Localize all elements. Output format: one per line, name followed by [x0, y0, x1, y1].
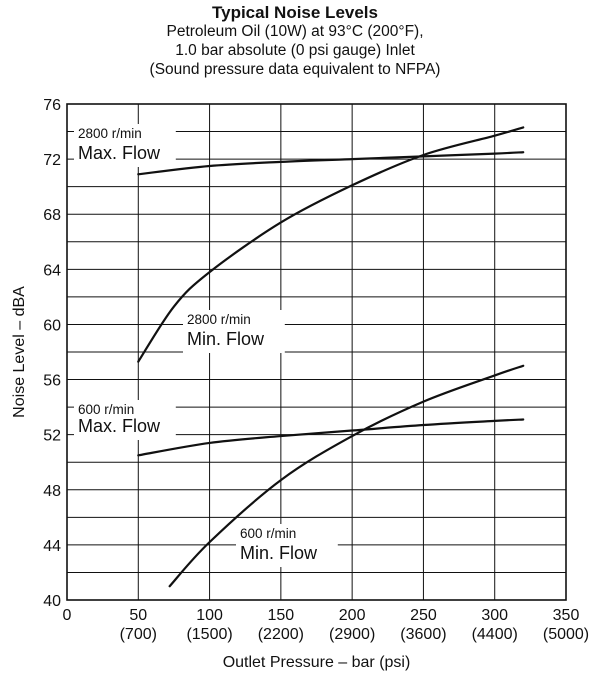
tick-label-layer: 40 44 48 52 56 60 64 68 72 76 0 50 (700) 100 (1500) 150…: [43, 97, 589, 643]
series-label-speed-600-max-flow: 600 r/min: [78, 402, 134, 417]
x-tick-sublabel: (700): [120, 626, 157, 643]
series-label-flow-600-min-flow: Min. Flow: [240, 543, 318, 563]
chart-title-block: Typical Noise Levels Petroleum Oil (10W)…: [0, 4, 590, 79]
x-tick-sublabel: (1500): [186, 626, 232, 643]
x-tick-label: 200: [339, 607, 366, 624]
series-label-bg: [74, 400, 176, 440]
x-tick-label: 100: [196, 607, 223, 624]
series-line-600-max-flow: [137, 418, 525, 457]
x-tick-sublabel: (5000): [543, 626, 589, 643]
y-axis-label: Noise Level – dBA: [11, 286, 28, 418]
chart-subtitle-line-1: Petroleum Oil (10W) at 93°C (200°F),: [166, 23, 424, 40]
x-tick-sublabel: (2900): [329, 626, 375, 643]
series-label-flow-2800-max-flow: Max. Flow: [78, 143, 161, 163]
y-tick-label: 52: [43, 428, 61, 445]
series-label-speed-600-min-flow: 600 r/min: [240, 526, 296, 541]
y-tick-label: 40: [43, 593, 61, 610]
series-label-bg: [74, 124, 176, 167]
x-tick-label: 350: [553, 607, 580, 624]
series-label-bg: [183, 310, 285, 353]
y-tick-label: 44: [43, 538, 61, 555]
y-tick-label: 76: [43, 97, 61, 114]
y-tick-label: 64: [43, 262, 61, 279]
chart-subtitle-line-2: 1.0 bar absolute (0 psi gauge) Inlet: [175, 42, 415, 59]
x-tick-label: 0: [63, 607, 72, 624]
series-label-flow-600-max-flow: Max. Flow: [78, 416, 161, 436]
x-tick-sublabel: (4400): [472, 626, 518, 643]
x-tick-sublabel: (3600): [400, 626, 446, 643]
series-line-600-min-flow: [168, 364, 525, 588]
x-axis-label: Outlet Pressure – bar (psi): [223, 654, 411, 671]
series-line-2800-max-flow: [137, 151, 525, 176]
y-tick-label: 48: [43, 483, 61, 500]
y-tick-label: 60: [43, 317, 61, 334]
chart-subtitle-line-3: (Sound pressure data equivalent to NFPA): [149, 61, 441, 78]
x-tick-label: 50: [129, 607, 147, 624]
x-tick-label: 250: [410, 607, 437, 624]
x-tick-sublabel: (2200): [258, 626, 304, 643]
series-layer: [137, 126, 525, 588]
y-tick-label: 68: [43, 207, 61, 224]
series-label-flow-2800-min-flow: Min. Flow: [187, 329, 265, 349]
series-label-layer: 2800 r/min Max. Flow 2800 r/min Min. Flow 60…: [74, 124, 338, 567]
series-label-bg: [236, 524, 338, 567]
series-line-2800-min-flow: [137, 126, 525, 363]
series-label-speed-2800-min-flow: 2800 r/min: [187, 312, 251, 327]
x-tick-label: 150: [268, 607, 295, 624]
plot-border: [66, 103, 567, 601]
chart-title: Typical Noise Levels: [212, 3, 378, 22]
y-tick-label: 72: [43, 152, 61, 169]
x-tick-label: 300: [481, 607, 508, 624]
series-label-speed-2800-max-flow: 2800 r/min: [78, 126, 142, 141]
y-tick-label: 56: [43, 373, 61, 390]
